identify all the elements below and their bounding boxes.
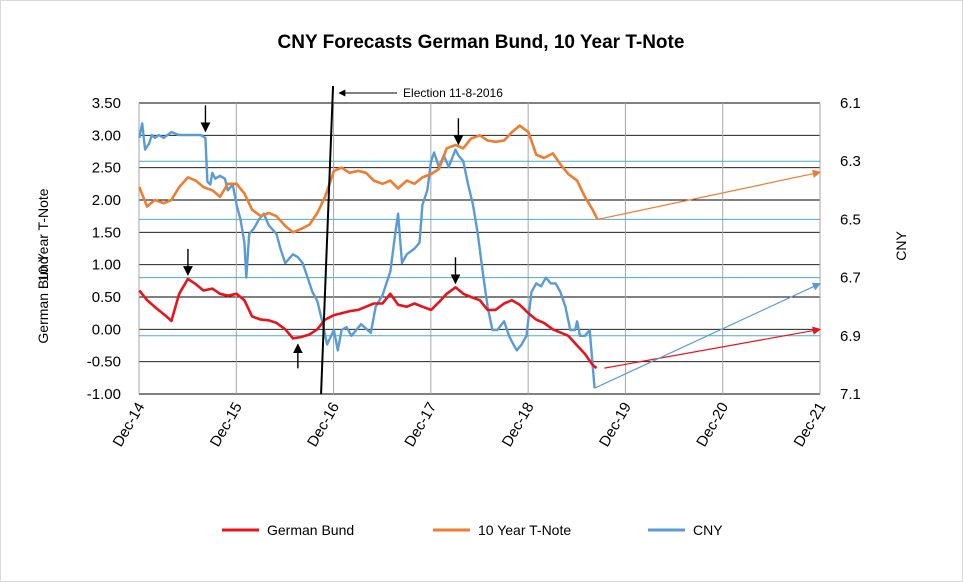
- y-axis-left-title-line1: 10 Year T-Note: [35, 188, 51, 281]
- legend: German Bund 10 Year T-Note CNY: [222, 522, 723, 538]
- y-right-tick-label: 7.1: [840, 386, 861, 403]
- y-axis-left: 3.50 3.00 2.50 2.00 1.50 1.00 0.50 0.00 -0.50 -1.…: [87, 95, 121, 403]
- y-left-tick-label: -1.00: [87, 386, 121, 403]
- y-axis-right: 6.1 6.3 6.5 6.7 6.9 7.1: [840, 95, 861, 403]
- y-right-tick-label: 6.7: [840, 270, 861, 287]
- y-right-tick-label: 6.3: [840, 153, 861, 170]
- y-left-tick-label: -0.50: [87, 354, 121, 371]
- gridlines: [138, 102, 821, 395]
- series-line-german-bund: [138, 277, 598, 370]
- forecast-arrows: [594, 169, 822, 389]
- y-left-tick-label: 0.00: [92, 321, 121, 338]
- y-left-tick-label: 1.50: [92, 224, 121, 241]
- chart-title: CNY Forecasts German Bund, 10 Year T-Not…: [278, 32, 685, 53]
- y-left-tick-label: 3.00: [92, 127, 121, 144]
- forecast-arrow-cny: [594, 282, 822, 389]
- y-left-tick-label: 1.00: [92, 257, 121, 274]
- election-line: [320, 85, 335, 395]
- annotations: Election 11-8-2016: [183, 85, 503, 395]
- y-left-tick-label: 0.50: [92, 289, 121, 306]
- series-line-10-year-t-note: [138, 124, 599, 234]
- y-left-tick-label: 2.50: [92, 160, 121, 177]
- series-lines: [138, 122, 599, 389]
- y-axis-right-title: CNY: [893, 231, 909, 261]
- y-right-tick-label: 6.1: [840, 95, 861, 112]
- legend-label-cny: CNY: [693, 522, 723, 538]
- forecast-arrow-10-year-t-note: [597, 169, 822, 220]
- y-left-tick-label: 2.00: [92, 192, 121, 209]
- y-left-tick-label: 3.50: [92, 95, 121, 112]
- y-axis-left-title-line2: German Bund: [35, 256, 51, 343]
- election-label: Election 11-8-2016: [403, 86, 503, 100]
- forecast-arrow-german-bund: [604, 326, 822, 369]
- legend-label-german-bund: German Bund: [267, 522, 354, 538]
- legend-label-10-year-t-note: 10 Year T-Note: [478, 522, 571, 538]
- y-right-tick-label: 6.9: [840, 328, 861, 345]
- y-right-tick-label: 6.5: [840, 211, 861, 228]
- series-line-cny: [138, 122, 596, 389]
